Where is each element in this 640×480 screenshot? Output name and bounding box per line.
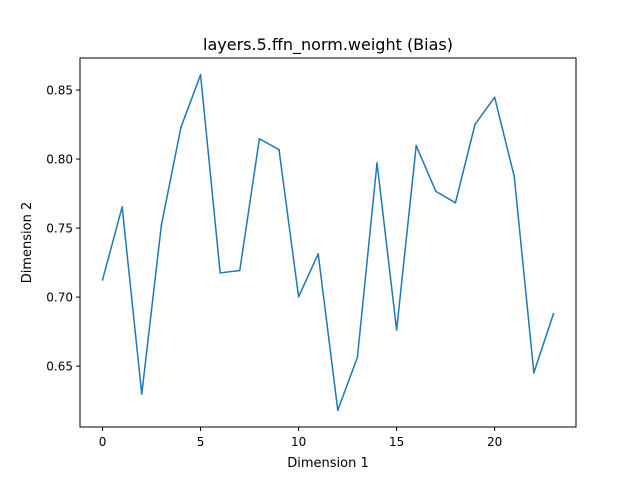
data-point [278,148,280,151]
y-axis-ticks: 0.65 0.70 0.75 0.80 0.85 [46,84,80,374]
data-point [435,190,437,193]
data-point [219,272,221,274]
data-point [415,144,418,147]
y-tick-label: 0.80 [46,153,73,167]
y-axis-label: Dimension 2 [20,202,35,284]
data-point [376,162,378,164]
x-tick-label: 15 [389,435,404,449]
data-point [533,371,535,374]
x-tick-label: 10 [291,435,306,449]
data-point [180,126,182,129]
y-tick-label: 0.70 [46,291,73,305]
series-line [101,74,555,412]
data-point [238,269,241,272]
data-point [493,96,496,99]
x-tick-label: 0 [99,435,107,449]
data-point [337,409,339,412]
data-point [258,137,261,140]
y-tick-label: 0.85 [46,84,73,98]
data-point [513,175,516,178]
data-point [395,329,398,331]
plot-frame [79,57,577,428]
data-point [101,279,104,281]
data-point [121,206,123,208]
data-point [474,123,476,126]
data-point [160,224,163,227]
data-point [356,356,359,359]
data-point [317,253,320,255]
y-tick-label: 0.75 [46,222,73,236]
y-tick-label: 0.65 [46,360,73,374]
x-tick-label: 20 [487,435,502,449]
x-tick-label: 5 [197,435,205,449]
series-layer [101,74,555,412]
data-point [552,313,555,315]
x-axis-label: Dimension 1 [287,456,369,471]
data-point [140,393,143,395]
x-axis-ticks: 0 5 10 15 20 [99,427,502,449]
data-point [297,296,300,298]
chart-title: layers.5.ffn_norm.weight (Bias) [203,35,453,55]
data-point [454,202,457,204]
data-point [199,74,202,76]
